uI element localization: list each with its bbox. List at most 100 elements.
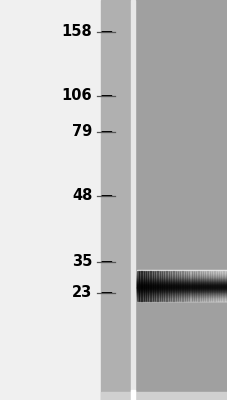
Bar: [136, 272, 227, 273]
Bar: [209, 271, 211, 301]
Bar: [136, 291, 227, 292]
Bar: [197, 271, 200, 301]
Bar: [136, 291, 227, 292]
Text: 106: 106: [62, 88, 92, 104]
Bar: [136, 281, 227, 282]
Bar: [136, 287, 227, 288]
Text: —: —: [100, 90, 112, 102]
Bar: [131, 0, 134, 400]
Bar: [184, 271, 186, 301]
Bar: [136, 288, 227, 289]
Bar: [141, 271, 143, 301]
Text: 23: 23: [72, 285, 92, 300]
Bar: [136, 298, 227, 299]
Bar: [136, 294, 227, 295]
Bar: [136, 270, 227, 271]
Bar: [136, 274, 227, 275]
Bar: [136, 276, 227, 277]
Bar: [177, 271, 180, 301]
Bar: [211, 271, 214, 301]
Bar: [136, 271, 227, 272]
Bar: [136, 284, 227, 285]
Bar: [136, 297, 227, 298]
Bar: [170, 271, 173, 301]
Bar: [136, 289, 227, 290]
Bar: [182, 271, 184, 301]
Bar: [136, 300, 227, 301]
Bar: [0, 0, 101, 400]
Bar: [136, 297, 227, 298]
Bar: [225, 271, 227, 301]
Bar: [136, 282, 227, 283]
Bar: [154, 271, 157, 301]
Text: 35: 35: [72, 254, 92, 270]
Bar: [136, 293, 227, 294]
Bar: [136, 293, 227, 294]
Bar: [136, 290, 227, 291]
Bar: [136, 295, 227, 296]
Bar: [136, 283, 227, 284]
Bar: [136, 284, 227, 285]
Bar: [136, 297, 227, 298]
Bar: [179, 271, 182, 301]
Bar: [136, 279, 227, 280]
Bar: [136, 300, 227, 301]
Bar: [136, 273, 227, 274]
Bar: [136, 286, 227, 287]
Bar: [148, 271, 150, 301]
Bar: [136, 292, 227, 293]
Bar: [145, 271, 148, 301]
Bar: [173, 271, 175, 301]
Text: —: —: [100, 26, 112, 38]
Bar: [136, 279, 227, 280]
Bar: [136, 287, 227, 288]
Bar: [161, 271, 164, 301]
Bar: [136, 280, 227, 281]
Bar: [159, 271, 161, 301]
Text: 48: 48: [72, 188, 92, 204]
Bar: [186, 271, 189, 301]
Bar: [204, 271, 207, 301]
Bar: [136, 277, 227, 278]
Bar: [200, 271, 202, 301]
Bar: [101, 0, 131, 400]
Bar: [136, 275, 227, 276]
Bar: [136, 288, 227, 289]
Bar: [136, 280, 227, 281]
Bar: [136, 299, 227, 300]
Bar: [134, 0, 227, 400]
Bar: [136, 276, 227, 277]
Bar: [193, 271, 195, 301]
Bar: [188, 271, 191, 301]
Bar: [136, 271, 139, 301]
Bar: [136, 278, 227, 279]
Text: —: —: [100, 286, 112, 299]
Bar: [157, 271, 159, 301]
Bar: [202, 271, 205, 301]
Text: —: —: [100, 126, 112, 138]
Bar: [207, 271, 209, 301]
Bar: [195, 271, 198, 301]
Bar: [213, 271, 216, 301]
Bar: [175, 271, 177, 301]
Bar: [220, 271, 223, 301]
Bar: [218, 271, 220, 301]
Bar: [152, 271, 155, 301]
Bar: [136, 295, 227, 296]
Bar: [136, 272, 227, 273]
Bar: [138, 271, 141, 301]
Bar: [136, 296, 227, 297]
Bar: [136, 277, 227, 278]
Bar: [163, 271, 166, 301]
Bar: [136, 285, 227, 286]
Bar: [136, 289, 227, 290]
Bar: [191, 271, 193, 301]
Bar: [136, 281, 227, 282]
Text: —: —: [100, 256, 112, 268]
Bar: [136, 282, 227, 283]
Bar: [166, 271, 168, 301]
Bar: [222, 271, 225, 301]
Bar: [136, 286, 227, 287]
Bar: [136, 283, 227, 284]
Bar: [136, 275, 227, 276]
